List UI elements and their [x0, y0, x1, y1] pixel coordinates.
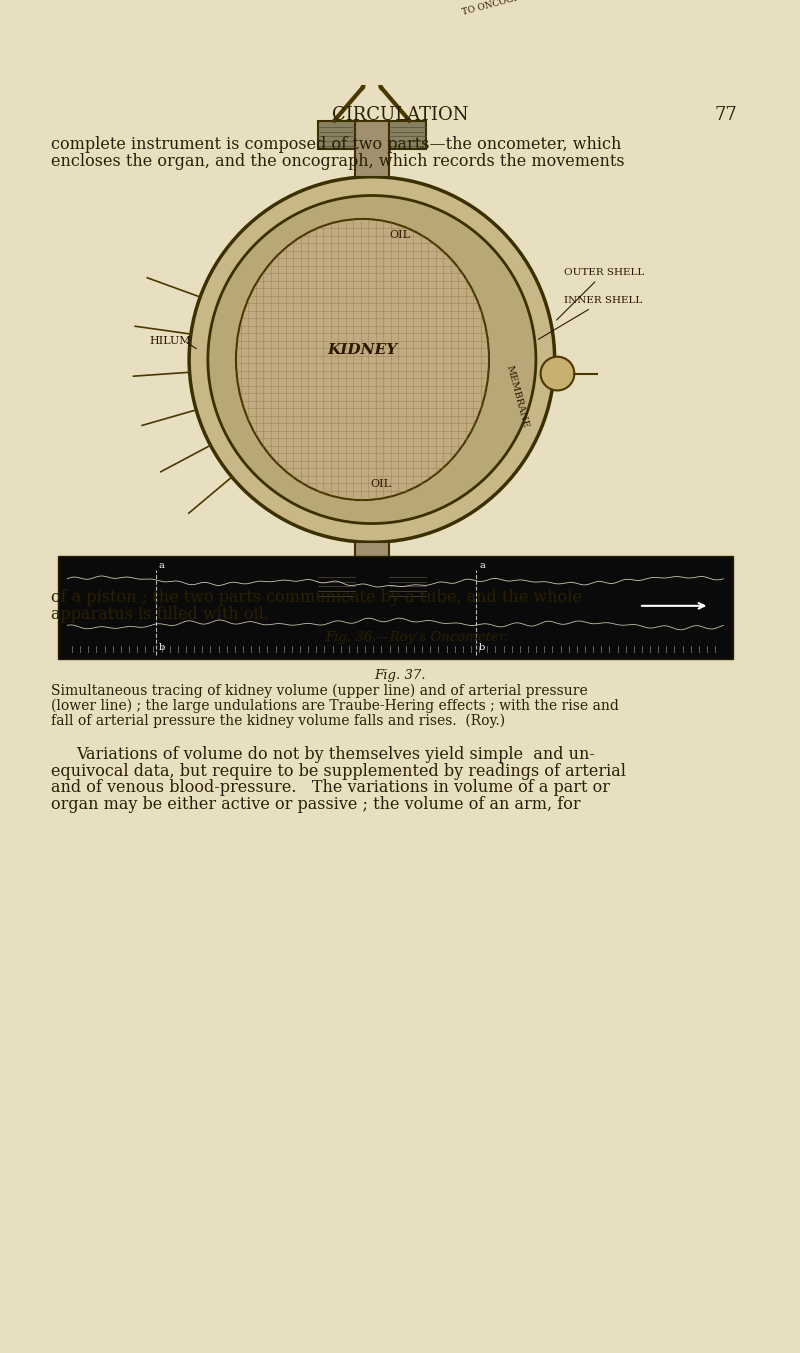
Ellipse shape	[236, 219, 489, 501]
Text: Variations of volume do not by themselves yield simple  and un-: Variations of volume do not by themselve…	[77, 746, 595, 763]
Circle shape	[189, 177, 554, 543]
Text: CIRCULATION: CIRCULATION	[332, 107, 468, 124]
Circle shape	[541, 357, 574, 391]
Text: apparatus is filled with oil.: apparatus is filled with oil.	[51, 606, 270, 622]
Text: complete instrument is composed of two parts—the oncometer, which: complete instrument is composed of two p…	[51, 137, 622, 153]
Bar	[355, 120, 389, 177]
Text: organ may be either active or passive ; the volume of an arm, for: organ may be either active or passive ; …	[51, 797, 581, 813]
Text: and of venous blood-pressure.   The variations in volume of a part or: and of venous blood-pressure. The variat…	[51, 779, 610, 797]
Bar	[58, 556, 733, 659]
Text: b: b	[158, 643, 165, 652]
Text: b: b	[479, 643, 486, 652]
Text: OUTER SHELL: OUTER SHELL	[557, 268, 644, 321]
Text: a: a	[158, 561, 164, 570]
Circle shape	[208, 195, 536, 524]
Text: fall of arterial pressure the kidney volume falls and rises.  (Roy.): fall of arterial pressure the kidney vol…	[51, 714, 506, 728]
Text: OIL: OIL	[370, 479, 392, 490]
Text: encloses the organ, and the oncograph, which records the movements: encloses the organ, and the oncograph, w…	[51, 153, 625, 170]
Text: INNER SHELL: INNER SHELL	[538, 296, 642, 340]
Text: Fig. 36.—Roy’s Oncometer.: Fig. 36.—Roy’s Oncometer.	[325, 632, 508, 644]
Bar	[318, 571, 355, 598]
Bar	[389, 120, 426, 149]
Bar	[355, 543, 389, 598]
Bar	[318, 120, 355, 149]
Text: HILUM: HILUM	[150, 336, 191, 346]
Text: TO ONCOGRAPH: TO ONCOGRAPH	[461, 0, 541, 18]
Text: MEMBRANE: MEMBRANE	[505, 364, 530, 429]
Text: Fig. 37.: Fig. 37.	[374, 668, 426, 682]
Text: of a piston ; the two parts communicate by a tube, and the whole: of a piston ; the two parts communicate …	[51, 589, 582, 606]
Text: a: a	[479, 561, 485, 570]
Text: 77: 77	[714, 107, 738, 124]
Text: Simultaneous tracing of kidney volume (upper line) and of arterial pressure: Simultaneous tracing of kidney volume (u…	[51, 683, 588, 698]
Text: equivocal data, but require to be supplemented by readings of arterial: equivocal data, but require to be supple…	[51, 763, 626, 779]
Bar	[389, 571, 426, 598]
Text: OIL: OIL	[390, 230, 410, 239]
Text: (lower line) ; the large undulations are Traube-Hering effects ; with the rise a: (lower line) ; the large undulations are…	[51, 698, 619, 713]
Text: KIDNEY: KIDNEY	[327, 344, 398, 357]
